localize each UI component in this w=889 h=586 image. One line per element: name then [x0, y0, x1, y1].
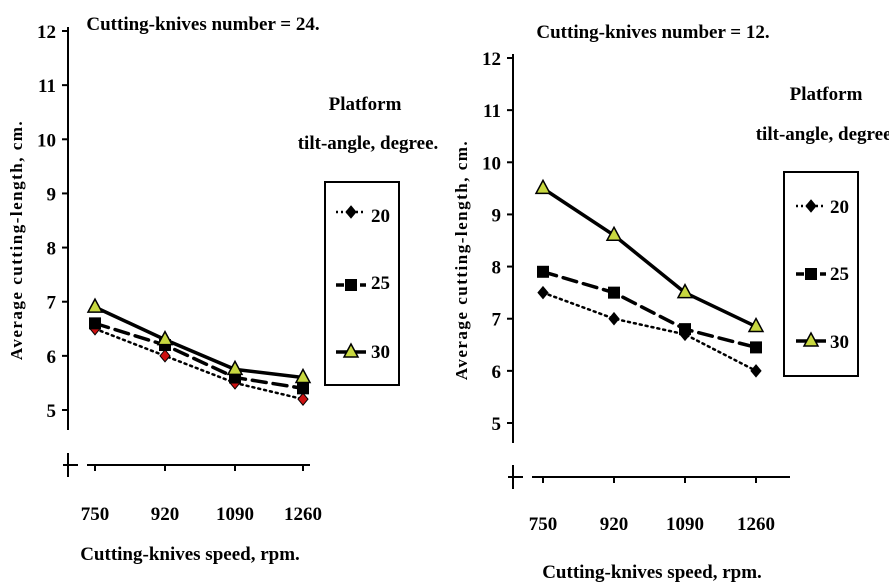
chart-1-point-30	[294, 367, 312, 384]
chart-2-y-tick-label: 7	[492, 310, 502, 331]
chart-1-y-tick-label: 6	[47, 347, 57, 368]
chart-2-point-25	[750, 341, 762, 354]
chart-2-point-20	[537, 285, 549, 300]
chart-1-y-tick-label: 9	[47, 184, 57, 205]
chart-1-point-legend-25	[345, 279, 357, 291]
chart-2-y-tick-label: 10	[482, 153, 501, 174]
chart-2-point-30	[747, 316, 765, 333]
chart-2-x-tick-label: 1260	[737, 514, 775, 535]
chart-1-legend-title-line1: Platform	[329, 94, 402, 115]
chart-2-y-axis-label: Average cutting-length, cm.	[452, 140, 471, 380]
chart-1-series-line-25	[93, 321, 305, 391]
chart-2-point-20	[608, 311, 620, 326]
chart-1-legend-label-30: 30	[371, 342, 390, 363]
chart-1-point-25	[89, 317, 101, 330]
chart-1-point-25	[297, 382, 309, 395]
chart-1-legend-label-25: 25	[371, 273, 390, 294]
chart-1-x-tick-label: 1090	[216, 504, 254, 525]
chart-2-y-tick-label: 5	[492, 414, 502, 435]
chart-1-y-tick-label: 5	[47, 401, 57, 422]
chart-2-legend-label-25: 25	[830, 264, 849, 285]
chart-2-x-tick-label: 920	[600, 514, 629, 535]
chart-1-y-tick-label: 7	[47, 293, 57, 314]
chart-2-point-30	[534, 178, 552, 195]
chart-2-point-25	[608, 286, 620, 299]
chart-2-y-tick-label: 8	[492, 258, 502, 279]
chart-2-title: Cutting-knives number = 12.	[536, 22, 769, 43]
chart-2-legend-label-30: 30	[830, 332, 849, 353]
chart-1-series-line-20	[93, 327, 305, 401]
chart-2-legend-box	[783, 171, 859, 377]
chart-2-legend-title-line2: tilt-angle, degree.	[756, 124, 889, 145]
chart-1-point-legend-20	[345, 205, 357, 219]
chart-1-y-tick-label: 8	[47, 239, 57, 260]
chart-1-x-axis-label: Cutting-knives speed, rpm.	[80, 544, 300, 565]
chart-1-title: Cutting-knives number = 24.	[86, 14, 319, 35]
chart-2-series-line-20	[541, 291, 758, 373]
chart-2-x-tick-label: 750	[529, 514, 558, 535]
chart-1-legend-label-20: 20	[371, 206, 390, 227]
chart-2-point-legend-30	[802, 331, 820, 347]
chart-2-y-tick-label: 9	[492, 205, 502, 226]
chart-1-point-30	[156, 330, 174, 346]
chart-1-x-tick-label: 920	[151, 504, 180, 525]
chart-1-series-line-30	[93, 305, 305, 380]
chart-1-point-30	[86, 297, 104, 313]
chart-2-y-tick-label: 11	[483, 101, 501, 122]
chart-1-point-20	[297, 392, 309, 406]
chart-2-y-tick-label: 12	[482, 49, 501, 70]
chart-1-point-legend-30	[342, 342, 360, 358]
chart-1-y-tick-label: 12	[37, 22, 56, 43]
chart-2-legend-title-line1: Platform	[790, 84, 863, 105]
chart-2-point-30	[676, 283, 694, 299]
chart-2-point-20	[750, 364, 762, 378]
chart-2-point-30	[605, 225, 623, 242]
chart-2-x-axis-label: Cutting-knives speed, rpm.	[542, 562, 762, 583]
chart-1-y-axis-label: Average cutting-length, cm.	[7, 120, 26, 360]
chart-2-x-tick-label: 1090	[666, 514, 704, 535]
chart-2-point-legend-20	[805, 199, 817, 213]
chart-1-x-tick-label: 750	[81, 504, 110, 525]
chart-2-point-legend-25	[805, 268, 817, 280]
chart-1-x-tick-label: 1260	[284, 504, 322, 525]
chart-1-legend-title-line2: tilt-angle, degree.	[298, 133, 439, 154]
chart-1-point-20	[159, 349, 171, 363]
chart-1-y-tick-label: 10	[37, 130, 56, 151]
chart-1-y-tick-label: 11	[38, 76, 56, 97]
chart-2-point-25	[679, 323, 691, 336]
chart-2-legend-label-20: 20	[830, 197, 849, 218]
chart-2-point-25	[537, 265, 549, 278]
chart-2-series-line-30	[541, 186, 758, 329]
chart-1-legend-box	[324, 181, 400, 386]
chart-2-y-tick-label: 6	[492, 362, 502, 383]
chart-2-series-line-25	[541, 270, 758, 350]
chart-1-point-30	[226, 359, 244, 376]
